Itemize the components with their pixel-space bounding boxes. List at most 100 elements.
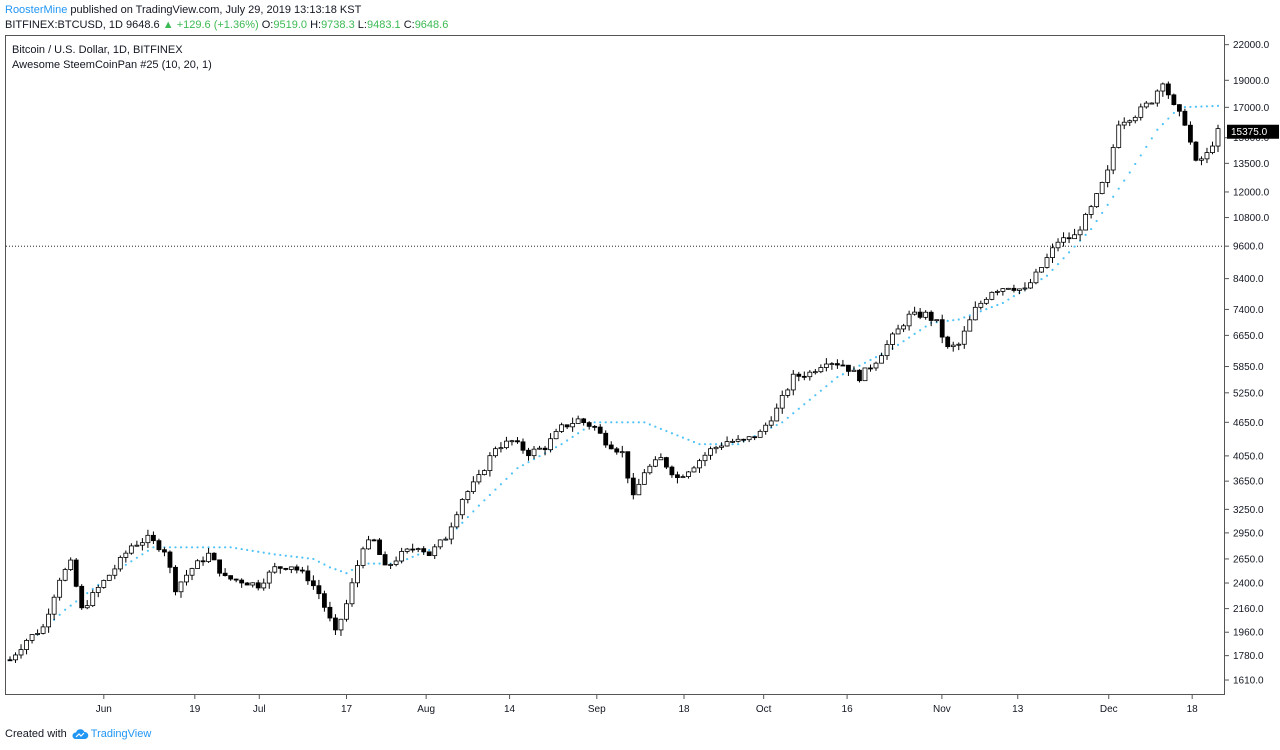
candle-up[interactable] [1055, 241, 1061, 249]
time-axis[interactable]: Jun 19 Jul 17 Aug 14 Sep 18 Oct 16 Nov 13 Dec 18 [5, 695, 1225, 721]
candle-up[interactable] [1160, 83, 1166, 92]
candle-down[interactable] [151, 534, 156, 542]
candle-up[interactable] [1077, 229, 1083, 236]
candle-up[interactable] [989, 291, 995, 300]
candle-up[interactable] [768, 420, 774, 426]
candle-up[interactable] [1215, 128, 1221, 147]
candle-up[interactable] [178, 581, 184, 593]
candle-up[interactable] [961, 330, 967, 345]
candle-up[interactable] [531, 448, 537, 457]
candle-up[interactable] [62, 569, 68, 581]
candle-up[interactable] [139, 542, 145, 546]
candle-down[interactable] [1182, 110, 1188, 126]
candle-up[interactable] [1199, 158, 1204, 161]
candle-down[interactable] [322, 593, 327, 608]
candle-down[interactable] [515, 440, 520, 443]
candle-down[interactable] [7, 659, 13, 662]
candle-up[interactable] [950, 344, 956, 348]
candle-down[interactable] [211, 552, 217, 561]
candle-up[interactable] [266, 571, 272, 584]
candle-down[interactable] [283, 567, 289, 570]
candle-up[interactable] [1061, 237, 1066, 243]
candle-up[interactable] [459, 499, 465, 516]
candle-up[interactable] [250, 582, 256, 586]
legend-indicator[interactable]: Awesome SteemCoinPan #25 (10, 20, 1) [12, 59, 212, 71]
candle-up[interactable] [983, 298, 989, 304]
candle-up[interactable] [261, 582, 267, 589]
candle-up[interactable] [1127, 120, 1133, 123]
candle-up[interactable] [437, 539, 443, 548]
candle-down[interactable] [857, 369, 862, 382]
candle-down[interactable] [426, 551, 432, 557]
candle-up[interactable] [1154, 90, 1160, 104]
candle-down[interactable] [669, 466, 675, 476]
candle-up[interactable] [658, 457, 664, 461]
candle-up[interactable] [1110, 147, 1116, 171]
candle-up[interactable] [1050, 247, 1055, 259]
candle-up[interactable] [735, 438, 741, 442]
candle-down[interactable] [664, 457, 669, 468]
candle-up[interactable] [145, 534, 151, 544]
candle-up[interactable] [691, 467, 697, 473]
candle-down[interactable] [333, 617, 338, 631]
candle-up[interactable] [18, 649, 24, 656]
candle-down[interactable] [586, 422, 592, 427]
candle-down[interactable] [73, 559, 79, 587]
candle-up[interactable] [68, 559, 74, 570]
candle-up[interactable] [106, 574, 112, 581]
candle-up[interactable] [487, 455, 493, 472]
candle-down[interactable] [310, 580, 316, 587]
candle-up[interactable] [481, 470, 487, 476]
candle-up[interactable] [40, 626, 46, 634]
candle-down[interactable] [928, 311, 934, 321]
candle-up[interactable] [807, 371, 813, 378]
candle-up[interactable] [1083, 213, 1089, 231]
candle-up[interactable] [448, 526, 454, 540]
candle-up[interactable] [360, 548, 366, 566]
candle-down[interactable] [520, 441, 526, 451]
candle-down[interactable] [200, 560, 206, 563]
candle-up[interactable] [934, 319, 940, 322]
candle-down[interactable] [316, 585, 322, 595]
candle-up[interactable] [415, 548, 421, 551]
candle-up[interactable] [559, 424, 564, 432]
candle-up[interactable] [117, 557, 123, 570]
candle-up[interactable] [272, 566, 278, 573]
candle-up[interactable] [1088, 206, 1094, 215]
candle-down[interactable] [846, 364, 851, 372]
candle-up[interactable] [1132, 116, 1138, 122]
candle-down[interactable] [167, 551, 173, 568]
candle-up[interactable] [454, 514, 460, 528]
candle-up[interactable] [785, 389, 791, 396]
candle-down[interactable] [277, 566, 283, 569]
candle-down[interactable] [741, 438, 747, 441]
candle-up[interactable] [1105, 169, 1111, 183]
candle-down[interactable] [294, 566, 300, 571]
candle-up[interactable] [95, 586, 101, 593]
candle-down[interactable] [564, 424, 570, 428]
candle-up[interactable] [812, 371, 818, 374]
candle-down[interactable] [222, 572, 228, 577]
candle-down[interactable] [796, 373, 802, 377]
candle-up[interactable] [443, 538, 449, 541]
candle-up[interactable] [1072, 234, 1077, 240]
candle-up[interactable] [498, 447, 504, 450]
candle-up[interactable] [355, 565, 360, 584]
candle-up[interactable] [1116, 124, 1122, 148]
candle-up[interactable] [1138, 106, 1144, 118]
tradingview-brand-link[interactable]: TradingView [71, 726, 151, 742]
candle-up[interactable] [1149, 102, 1155, 105]
candle-up[interactable] [1005, 287, 1011, 290]
candle-up[interactable] [763, 424, 769, 432]
candle-up[interactable] [879, 355, 884, 364]
candle-up[interactable] [972, 306, 978, 321]
candle-down[interactable] [377, 539, 382, 555]
candle-up[interactable] [702, 454, 708, 462]
candle-up[interactable] [388, 564, 394, 566]
candle-down[interactable] [917, 311, 923, 318]
candle-up[interactable] [1039, 267, 1044, 273]
candle-up[interactable] [13, 654, 18, 661]
candle-up[interactable] [504, 440, 509, 449]
candle-up[interactable] [1210, 145, 1215, 153]
candle-up[interactable] [46, 613, 52, 628]
